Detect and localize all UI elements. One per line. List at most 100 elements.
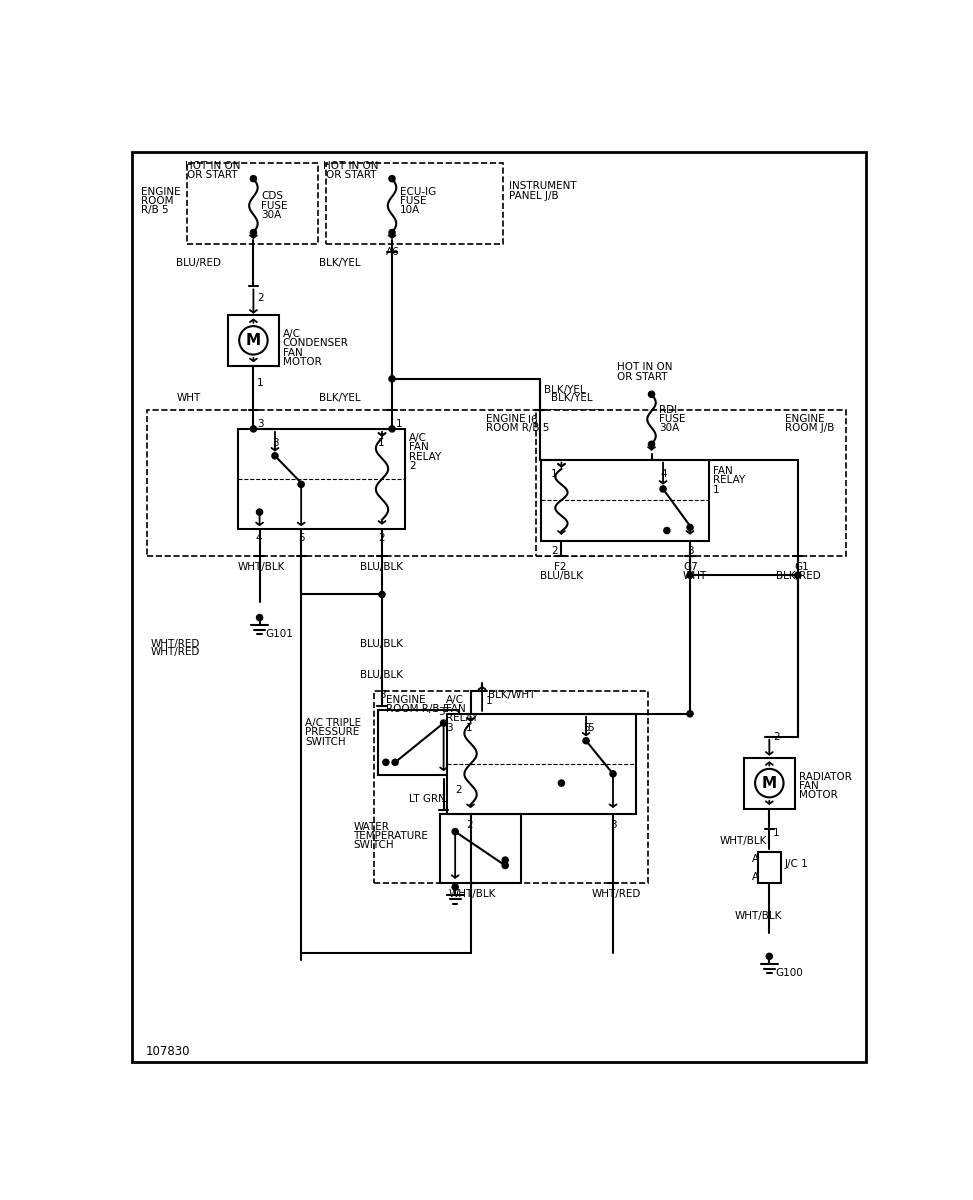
Circle shape [250,175,257,181]
Text: BLK/YEL: BLK/YEL [544,385,586,395]
Circle shape [795,572,801,578]
Text: A: A [752,853,760,864]
Text: 2: 2 [551,546,558,557]
Text: BLU/RED: BLU/RED [176,258,222,269]
Text: SWITCH: SWITCH [305,737,345,746]
Text: 5: 5 [588,722,595,733]
Text: WHT/RED: WHT/RED [592,889,641,899]
Text: G101: G101 [266,630,294,640]
Text: A/C: A/C [409,433,427,443]
Bar [448,714,636,814]
Text: 2: 2 [466,820,473,829]
Text: 4: 4 [255,533,262,544]
Text: 1: 1 [466,722,473,733]
Text: A: A [752,872,760,882]
Text: BLK/RED: BLK/RED [776,571,821,581]
Bar [147,409,601,556]
Text: 2: 2 [774,732,779,742]
Circle shape [389,376,395,382]
Circle shape [687,710,693,716]
Text: 2: 2 [378,533,384,544]
Circle shape [610,770,616,776]
Text: FAN: FAN [799,781,818,791]
Text: BLK/YEL: BLK/YEL [319,394,360,403]
Circle shape [559,780,564,786]
Text: WATER: WATER [353,822,389,832]
Circle shape [239,326,268,354]
Text: WHT/BLK: WHT/BLK [449,889,496,899]
Circle shape [648,442,655,448]
Text: HOT IN ON: HOT IN ON [323,161,378,170]
Circle shape [755,769,783,797]
Text: RELAY: RELAY [446,714,478,724]
Circle shape [660,486,667,492]
Text: 3: 3 [446,722,452,733]
Text: BLK/WHT: BLK/WHT [488,690,536,700]
Text: 5: 5 [298,533,305,544]
Text: WHT: WHT [176,394,200,403]
Bar [228,314,279,366]
Text: ENGINE: ENGINE [386,695,425,704]
Bar [744,757,795,809]
Text: 10A: 10A [400,205,420,215]
Circle shape [502,857,508,863]
Circle shape [648,391,655,397]
Text: 1: 1 [713,485,720,494]
Text: BLU/BLK: BLU/BLK [540,571,583,581]
Bar [536,409,847,556]
Text: ROOM: ROOM [141,196,173,206]
Text: 2: 2 [455,785,462,796]
Bar [440,814,521,883]
Text: G1: G1 [794,562,809,571]
Text: LT GRN: LT GRN [409,793,446,804]
Bar [758,852,781,883]
Text: BLU/BLK: BLU/BLK [360,671,404,680]
Text: 1: 1 [257,378,264,388]
Text: FAN: FAN [713,467,733,476]
Text: F2: F2 [554,562,566,571]
Text: ROOM J/B: ROOM J/B [784,424,834,433]
Text: PANEL J/B: PANEL J/B [509,191,559,200]
Circle shape [298,481,305,487]
Text: 3: 3 [271,438,278,448]
Bar [326,163,503,244]
Text: BLK/YEL: BLK/YEL [319,258,360,269]
Text: 1: 1 [396,419,403,428]
Text: FUSE: FUSE [660,414,686,424]
Text: BLU/BLK: BLU/BLK [360,640,404,649]
Text: WHT/BLK: WHT/BLK [735,911,782,920]
Text: I6: I6 [528,415,538,426]
Bar [375,691,648,883]
Text: WHT/BLK: WHT/BLK [238,562,285,571]
Circle shape [452,828,458,835]
Text: WHT/RED: WHT/RED [151,647,200,658]
Circle shape [452,884,458,890]
Circle shape [389,175,395,181]
Text: RELAY: RELAY [409,451,441,462]
Circle shape [271,452,278,458]
Circle shape [382,760,389,766]
Text: A/C TRIPLE: A/C TRIPLE [305,718,361,728]
Text: ENGINE: ENGINE [141,187,181,197]
Bar [378,710,459,775]
Circle shape [664,528,670,534]
Text: OR START: OR START [326,169,377,180]
Text: 3: 3 [439,707,445,718]
Circle shape [250,426,257,432]
Text: J/C 1: J/C 1 [784,859,809,869]
Text: RDI: RDI [660,404,677,415]
Text: ENGINE: ENGINE [486,414,525,424]
Text: WHT/RED: WHT/RED [151,640,200,649]
Text: FAN: FAN [409,443,429,452]
Text: ENGINE: ENGINE [784,414,824,424]
Text: ROOM R/B 5: ROOM R/B 5 [486,424,550,433]
Text: A6: A6 [386,247,400,257]
Text: BLK/YEL: BLK/YEL [552,394,593,403]
Text: FUSE: FUSE [261,200,288,211]
Text: CDS: CDS [261,191,283,202]
Text: M: M [246,332,261,348]
Text: 2: 2 [409,461,415,470]
Circle shape [378,592,385,598]
Text: G7: G7 [684,562,699,571]
Text: BLU/BLK: BLU/BLK [360,562,404,571]
